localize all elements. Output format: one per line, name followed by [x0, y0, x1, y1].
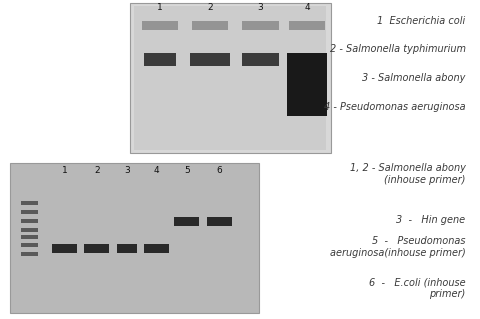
Text: 4: 4	[154, 166, 160, 175]
Text: 2 - Salmonella typhimurium: 2 - Salmonella typhimurium	[330, 44, 466, 55]
Text: 2: 2	[207, 3, 213, 12]
Bar	[287, 53, 327, 116]
Bar	[242, 53, 279, 66]
Bar	[21, 243, 38, 247]
Bar	[21, 210, 38, 214]
Text: 1: 1	[61, 166, 67, 175]
Text: 4 - Pseudomonas aeruginosa: 4 - Pseudomonas aeruginosa	[324, 102, 466, 112]
Bar	[21, 235, 38, 239]
Text: 3 - Salmonella abony: 3 - Salmonella abony	[362, 73, 466, 83]
Text: 1: 1	[157, 3, 163, 12]
Text: 5: 5	[184, 166, 190, 175]
Bar	[21, 228, 38, 232]
Bar	[130, 3, 331, 153]
Bar	[174, 218, 199, 226]
Bar	[21, 201, 38, 205]
Text: 5  -   Pseudomonas
aerugino​sa(inhouse primer): 5 - Pseudomonas aerugino​sa(inhouse prim…	[330, 236, 466, 258]
Text: 3  -   Hin gene: 3 - Hin gene	[396, 215, 466, 225]
Bar	[52, 244, 77, 253]
Bar	[84, 244, 109, 253]
Bar	[144, 244, 169, 253]
Bar	[242, 21, 279, 30]
Text: 1  Escherichia coli: 1 Escherichia coli	[377, 16, 466, 26]
Bar	[21, 252, 38, 256]
Bar	[144, 53, 176, 66]
Bar	[207, 218, 232, 226]
Text: 3: 3	[124, 166, 130, 175]
Text: 1, 2 - Salmonella abony
(inhouse primer): 1, 2 - Salmonella abony (inhouse primer)	[350, 163, 466, 185]
Bar	[10, 163, 259, 313]
Text: 4: 4	[304, 3, 310, 12]
Bar	[192, 21, 228, 30]
Text: 6: 6	[216, 166, 222, 175]
Bar	[142, 21, 178, 30]
Bar	[190, 53, 230, 66]
Text: 6  -   E.coli (inhouse
primer): 6 - E.coli (inhouse primer)	[369, 278, 466, 300]
Text: 3: 3	[258, 3, 264, 12]
Text: 2: 2	[94, 166, 100, 175]
Bar	[117, 244, 137, 253]
Bar	[134, 6, 326, 150]
Bar	[289, 21, 325, 30]
Bar	[21, 219, 38, 223]
